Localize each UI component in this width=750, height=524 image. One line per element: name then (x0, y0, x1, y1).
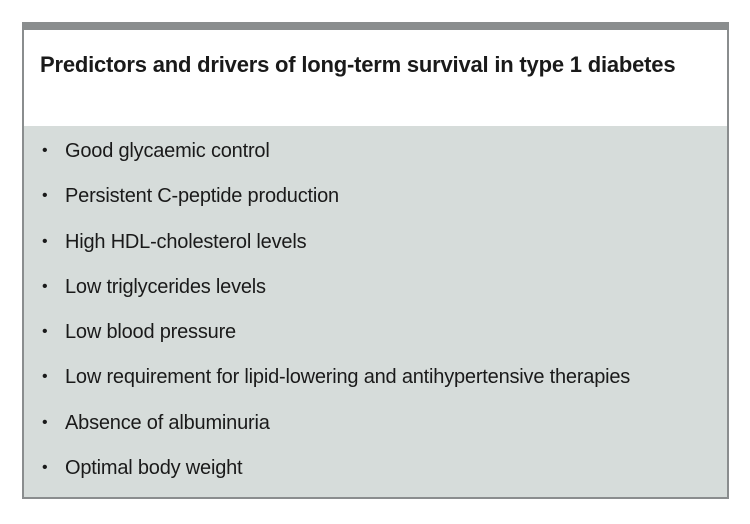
list-item: • Good glycaemic control (42, 138, 727, 183)
bullet-icon: • (42, 187, 48, 205)
list-item-text: Good glycaemic control (65, 140, 270, 162)
panel-header: Predictors and drivers of long-term surv… (24, 30, 727, 126)
bullet-icon: • (42, 413, 48, 431)
list-item-text: Low requirement for lipid-lowering and a… (65, 366, 631, 389)
list-item: • Low requirement for lipid-lowering and… (42, 364, 727, 409)
list-item: • Low blood pressure (42, 319, 727, 364)
bullet-icon: • (42, 232, 48, 250)
list-item-text: Absence of albuminuria (65, 411, 270, 434)
list-item-text: Low triglycerides levels (65, 275, 266, 298)
bullet-icon: • (42, 277, 48, 295)
list-item-text: Optimal body weight (65, 457, 243, 480)
list-item-text: Low blood pressure (65, 321, 236, 344)
list-item-text: High HDL-cholesterol levels (65, 230, 307, 253)
list-item: • Persistent C-peptide production (42, 183, 727, 228)
list-item: • High HDL-cholesterol levels (42, 229, 727, 274)
bullet-icon: • (42, 459, 48, 477)
predictor-list: • Good glycaemic control • Persistent C-… (24, 126, 727, 497)
list-item: • Low triglycerides levels (42, 274, 727, 319)
list-item: • Absence of albuminuria (42, 410, 727, 455)
bullet-icon: • (42, 142, 48, 159)
panel-title: Predictors and drivers of long-term surv… (40, 52, 676, 77)
list-item: • Optimal body weight (42, 455, 727, 497)
bullet-icon: • (42, 323, 48, 341)
info-panel: Predictors and drivers of long-term surv… (22, 22, 729, 499)
bullet-icon: • (42, 368, 48, 386)
list-item-text: Persistent C-peptide production (65, 185, 339, 208)
